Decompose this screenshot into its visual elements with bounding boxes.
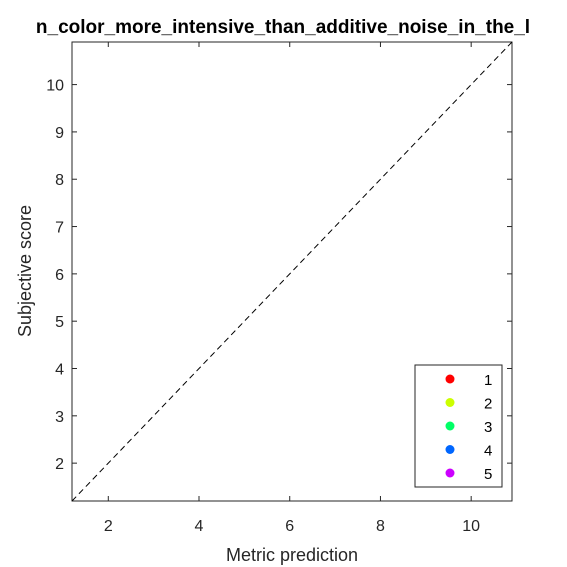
identity-line — [71, 41, 513, 502]
legend-label: 1 — [484, 372, 492, 389]
legend-label: 3 — [484, 419, 492, 436]
legend: 1 2 3 4 5 — [414, 364, 503, 488]
y-tick-label: 5 — [55, 314, 64, 331]
y-tick-label: 4 — [55, 362, 64, 379]
legend-marker — [445, 374, 455, 384]
x-tick-label: 10 — [462, 518, 480, 535]
x-tick-label: 8 — [376, 518, 385, 535]
legend-box — [414, 364, 503, 488]
legend-marker — [445, 445, 455, 454]
chart-title: n_color_more_intensive_than_additive_noi… — [36, 17, 530, 38]
legend-label: 2 — [484, 396, 492, 413]
legend-marker — [445, 468, 455, 478]
legend-marker — [445, 398, 455, 407]
legend-label: 5 — [484, 466, 492, 483]
y-tick-label: 7 — [55, 220, 64, 237]
y-axis: 2 3 4 5 6 7 8 9 10 — [46, 78, 512, 473]
x-tick-label: 4 — [195, 518, 204, 535]
legend-label: 4 — [484, 443, 492, 460]
x-tick-label: 6 — [285, 518, 294, 535]
legend-marker — [445, 421, 455, 431]
y-tick-label: 9 — [55, 125, 64, 142]
x-axis-label: Metric prediction — [226, 545, 358, 565]
reference-line-layer — [71, 41, 513, 502]
x-axis: 2 4 6 8 10 — [104, 42, 480, 535]
y-axis-label: Subjective score — [15, 205, 35, 337]
x-tick-label: 2 — [104, 518, 113, 535]
y-tick-label: 8 — [55, 172, 64, 189]
y-tick-label: 3 — [55, 409, 64, 426]
y-tick-label: 6 — [55, 267, 64, 284]
y-tick-label: 10 — [46, 78, 64, 95]
y-tick-label: 2 — [55, 456, 64, 473]
